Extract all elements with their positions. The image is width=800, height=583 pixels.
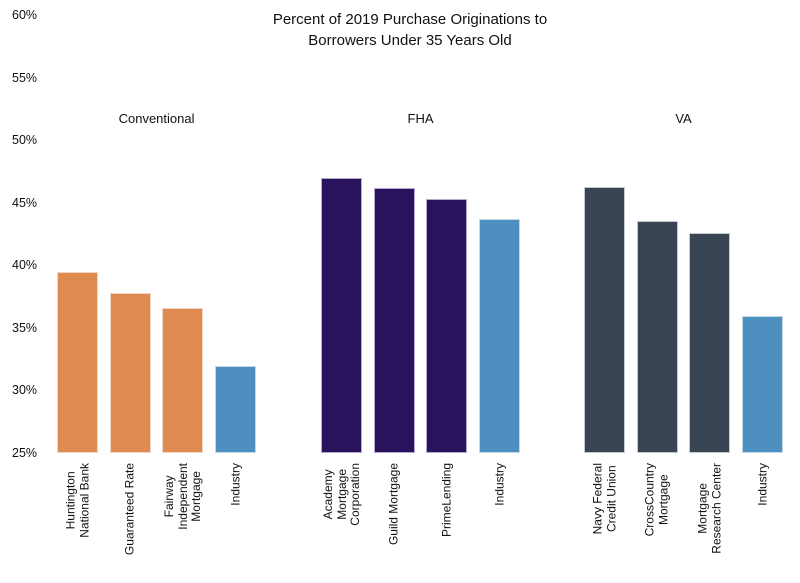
y-tick-25: 25% xyxy=(12,445,38,460)
y-tick-45: 45% xyxy=(12,195,38,210)
bar-fha-industry xyxy=(479,219,521,453)
bar-va-industry xyxy=(742,315,784,453)
group-header-fha: FHA xyxy=(407,111,434,126)
x-label-fha-primelending: PrimeLending xyxy=(439,463,454,538)
bar-conventional-industry xyxy=(215,365,257,453)
group-header-conventional: Conventional xyxy=(118,111,195,126)
x-label-conventional-fairway-independent-mortgage: Fairway Independent Mortgage xyxy=(161,463,203,530)
x-label-conventional-guaranteed-rate: Guaranteed Rate xyxy=(122,463,137,556)
bar-va-mortgage-research-center xyxy=(689,233,731,453)
bar-fha-guild-mortgage xyxy=(373,188,415,453)
group-header-va: VA xyxy=(675,111,692,126)
bar-va-navy-federal-credit-union xyxy=(584,186,625,453)
bar-conventional-huntington-national-bank xyxy=(57,271,98,453)
x-label-va-navy-federal-credit-union: Navy Federal Credit Union xyxy=(590,463,618,535)
x-label-fha-guild-mortgage: Guild Mortgage xyxy=(386,463,401,546)
y-tick-35: 35% xyxy=(12,320,38,335)
y-tick-30: 30% xyxy=(12,383,38,397)
y-tick-60: 60% xyxy=(12,8,38,22)
x-label-conventional-industry: Industry xyxy=(227,463,242,506)
y-tick-50: 50% xyxy=(12,133,38,147)
x-label-fha-academy-mortgage-corporation: Academy Mortgage Corporation xyxy=(320,463,362,526)
bar-va-crosscountry-mortgage xyxy=(636,220,678,453)
chart-title: Percent of 2019 Purchase Originations to… xyxy=(20,9,800,51)
y-tick-55: 55% xyxy=(12,70,38,85)
bar-fha-academy-mortgage-corporation xyxy=(321,178,362,453)
bar-conventional-fairway-independent-mortgage xyxy=(162,308,204,453)
x-label-fha-industry: Industry xyxy=(491,463,506,506)
y-tick-40: 40% xyxy=(12,258,38,272)
bar-fha-primelending xyxy=(426,199,468,453)
chart-title-line-2: Borrowers Under 35 Years Old xyxy=(308,32,512,49)
x-label-va-industry: Industry xyxy=(754,463,769,506)
chart-title-line-1: Percent of 2019 Purchase Originations to xyxy=(272,11,548,28)
x-label-va-mortgage-research-center: Mortgage Research Center xyxy=(695,463,723,554)
x-label-va-crosscountry-mortgage: CrossCountry Mortgage xyxy=(642,463,671,537)
x-label-conventional-huntington-national-bank: Huntington National Bank xyxy=(63,463,91,538)
bar-conventional-guaranteed-rate xyxy=(109,293,151,453)
